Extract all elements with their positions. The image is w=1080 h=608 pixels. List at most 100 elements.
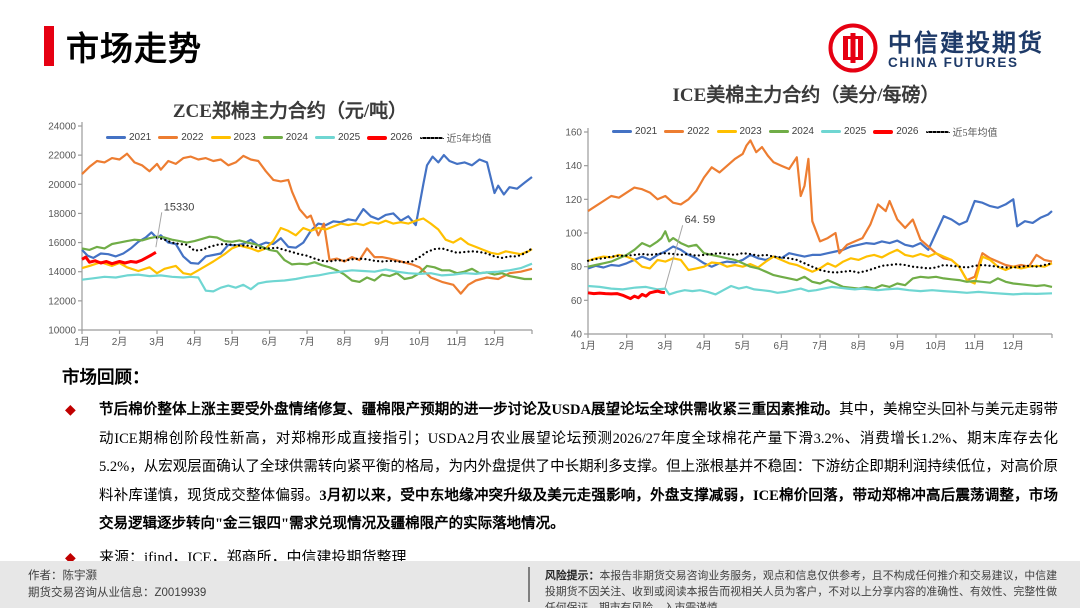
author-name: 作者：陈宇灏: [28, 570, 97, 582]
svg-text:15330: 15330: [164, 201, 195, 213]
svg-text:6月: 6月: [262, 336, 278, 348]
risk-label: 风险提示：: [545, 570, 600, 582]
review-text-bold-lead: 节后棉价整体上涨主要受外盘情绪修复、疆棉限产预期的进一步讨论及USDA展望论坛全…: [99, 402, 840, 418]
legend-swatch: [262, 136, 283, 139]
market-review: 市场回顾： ◆ 节后棉价整体上涨主要受外盘情绪修复、疆棉限产预期的进一步讨论及U…: [62, 364, 1058, 572]
author-license: 期货交易咨询从业信息：Z0019939: [28, 586, 207, 599]
legend-label: 2023: [233, 132, 256, 143]
svg-text:8月: 8月: [337, 336, 353, 348]
svg-text:5月: 5月: [735, 340, 751, 352]
legend-swatch: [315, 136, 335, 139]
legend-label: 2021: [635, 126, 658, 137]
review-heading: 市场回顾：: [62, 367, 150, 387]
legend-label: 2021: [129, 132, 152, 143]
chart-ice-title: ICE美棉主力合约（美分/每磅）: [672, 85, 940, 106]
legend-swatch: [873, 129, 894, 134]
legend-item: 2022: [158, 132, 204, 143]
logo-name-en: CHINA FUTURES: [888, 55, 1019, 70]
legend-swatch: [158, 136, 179, 139]
svg-text:5月: 5月: [224, 336, 240, 348]
legend-item: 2023: [716, 126, 762, 137]
legend-item: 2026: [367, 132, 413, 143]
svg-text:1月: 1月: [74, 336, 90, 348]
legend-swatch: [106, 136, 126, 139]
svg-text:7月: 7月: [812, 340, 828, 352]
legend-item: 2021: [106, 132, 151, 143]
svg-text:10月: 10月: [925, 340, 946, 352]
svg-text:60: 60: [571, 296, 583, 307]
svg-text:22000: 22000: [48, 151, 76, 162]
review-bullet-1: ◆ 节后棉价整体上涨主要受外盘情绪修复、疆棉限产预期的进一步讨论及USDA展望论…: [62, 396, 1058, 539]
svg-text:7月: 7月: [299, 336, 315, 348]
svg-text:24000: 24000: [48, 122, 76, 133]
legend-label: 近5年均值: [446, 134, 492, 145]
risk-disclaimer: 风险提示：本报告非期货交易咨询业务服务，观点和信息仅供参考，且不构成任何推介和交…: [545, 568, 1057, 608]
review-text-regular: 其中，美棉空头回补与美元走弱带动ICE期棉创阶段性新高，对郑棉形成直接指引；US…: [99, 402, 1058, 504]
bullet-diamond-icon: ◆: [65, 550, 76, 566]
svg-text:80: 80: [571, 262, 583, 273]
legend-label: 2026: [896, 126, 919, 137]
legend-swatch: [768, 130, 789, 133]
chart-zce-canvas: 10000 12000 14000 16000 18000 20000 22000 24000…: [48, 122, 534, 348]
svg-text:4月: 4月: [187, 336, 203, 348]
legend-item: 2022: [664, 126, 710, 137]
footer-divider: [528, 567, 530, 602]
chart-ice-legend: 2021 2022 2023 2024 2025 2026 近5年均值: [612, 124, 998, 139]
svg-text:10000: 10000: [48, 326, 76, 337]
legend-label: 2023: [739, 126, 762, 137]
company-logo: 中信建投期货 CHINA FUTURES: [827, 22, 1044, 79]
risk-text: 本报告非期货交易咨询业务服务，观点和信息仅供参考，且不构成任何推介和交易建议，中…: [545, 570, 1058, 608]
legend-swatch: [210, 136, 231, 139]
chart-zce-legend: 2021 2022 2023 2024 2025 2026 近5年均值: [106, 130, 492, 145]
legend-label: 2025: [844, 126, 867, 137]
review-text-bold-tail: 3月初以来，受中东地缘冲突升级及美元走强影响，外盘支撑减弱，ICE棉价回落，带动…: [99, 487, 1058, 533]
bullet-diamond-icon: ◆: [65, 403, 76, 418]
chart-ice-canvas: 40 60 80 100 120 140 160 1月 2月 3月 4月 5月 6月 7月 8月 9月 10月 1…: [565, 128, 1054, 352]
title-accent-bar: [44, 26, 54, 66]
legend-item: 2025: [315, 132, 360, 143]
legend-item: 2024: [262, 132, 308, 143]
svg-text:20000: 20000: [48, 180, 76, 191]
svg-text:6月: 6月: [774, 340, 790, 352]
page-title: 市场走势: [66, 30, 202, 67]
logo-name-cn: 中信建投期货: [888, 29, 1044, 57]
author-block: 作者：陈宇灏 期货交易咨询从业信息：Z0019939: [28, 568, 206, 601]
legend-label: 2022: [687, 126, 710, 137]
svg-text:140: 140: [565, 161, 582, 172]
footer: 作者：陈宇灏 期货交易咨询从业信息：Z0019939 风险提示：本报告非期货交易…: [0, 561, 1080, 608]
svg-text:12000: 12000: [48, 296, 76, 307]
svg-text:8月: 8月: [851, 340, 867, 352]
legend-swatch: [925, 130, 950, 133]
svg-text:4月: 4月: [696, 340, 712, 352]
svg-text:160: 160: [565, 128, 582, 139]
svg-text:11月: 11月: [964, 340, 984, 352]
legend-label: 2022: [181, 132, 204, 143]
legend-label: 2026: [390, 132, 413, 143]
legend-swatch: [419, 136, 444, 139]
legend-swatch: [664, 130, 685, 133]
legend-item: 2024: [768, 126, 814, 137]
svg-text:100: 100: [565, 229, 582, 240]
legend-swatch: [367, 135, 388, 140]
legend-item: 近5年均值: [419, 130, 492, 145]
svg-text:12月: 12月: [484, 336, 505, 348]
legend-label: 2024: [791, 126, 814, 137]
svg-text:12月: 12月: [1003, 340, 1024, 352]
svg-text:2月: 2月: [112, 336, 128, 348]
svg-text:9月: 9月: [374, 336, 390, 348]
svg-text:40: 40: [571, 330, 583, 341]
page-header: 市场走势: [44, 22, 202, 70]
svg-text:14000: 14000: [48, 267, 76, 278]
svg-text:18000: 18000: [48, 209, 76, 220]
citic-logo-icon: [827, 22, 879, 79]
legend-swatch: [716, 130, 737, 133]
legend-item: 2025: [821, 126, 866, 137]
legend-swatch: [612, 130, 632, 133]
chart-zce-title: ZCE郑棉主力合约（元/吨）: [172, 101, 408, 122]
svg-text:120: 120: [565, 195, 582, 206]
legend-item: 2023: [210, 132, 256, 143]
legend-label: 近5年均值: [952, 128, 998, 139]
svg-text:10月: 10月: [409, 336, 430, 348]
legend-item: 2021: [612, 126, 657, 137]
